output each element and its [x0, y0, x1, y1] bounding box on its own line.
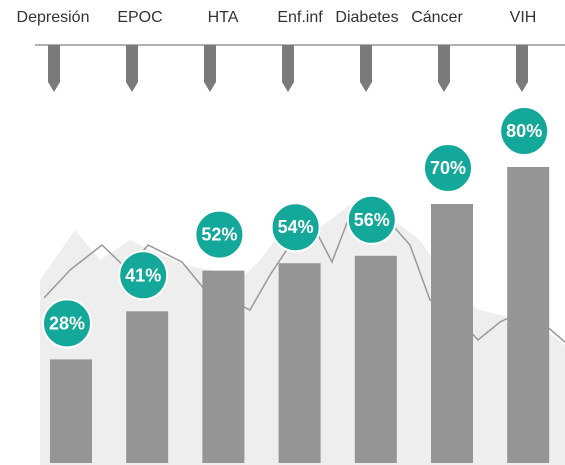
category-label: Enf.inf — [277, 9, 323, 26]
value-label: 54% — [278, 217, 314, 237]
bar — [126, 311, 169, 463]
pin — [48, 45, 60, 92]
pin — [282, 45, 294, 92]
pin — [126, 45, 138, 92]
value-label: 80% — [506, 121, 542, 141]
value-label: 28% — [49, 313, 85, 333]
category-label: Diabetes — [335, 9, 398, 26]
pin — [438, 45, 450, 92]
value-badge — [270, 202, 321, 253]
bar — [431, 204, 473, 463]
category-label: HTA — [208, 9, 239, 26]
value-label: 70% — [430, 158, 466, 178]
value-label: 52% — [201, 225, 237, 245]
value-badge — [194, 209, 245, 260]
pin — [516, 45, 528, 92]
pin — [360, 45, 372, 92]
category-label: Depresión — [17, 9, 90, 26]
value-badge — [499, 106, 550, 156]
pin — [204, 45, 216, 92]
value-badge — [42, 298, 92, 349]
bar — [507, 167, 550, 463]
value-badge — [423, 143, 473, 193]
value-label: 41% — [125, 265, 161, 285]
category-label: Cáncer — [411, 9, 463, 26]
value-badge — [346, 194, 397, 245]
category-label: EPOC — [117, 9, 162, 26]
value-badge — [118, 250, 169, 301]
bar — [202, 270, 245, 463]
bar — [278, 263, 321, 463]
bar — [354, 255, 397, 463]
category-label: VIH — [510, 9, 537, 26]
value-label: 56% — [354, 210, 390, 230]
bar — [50, 359, 92, 463]
